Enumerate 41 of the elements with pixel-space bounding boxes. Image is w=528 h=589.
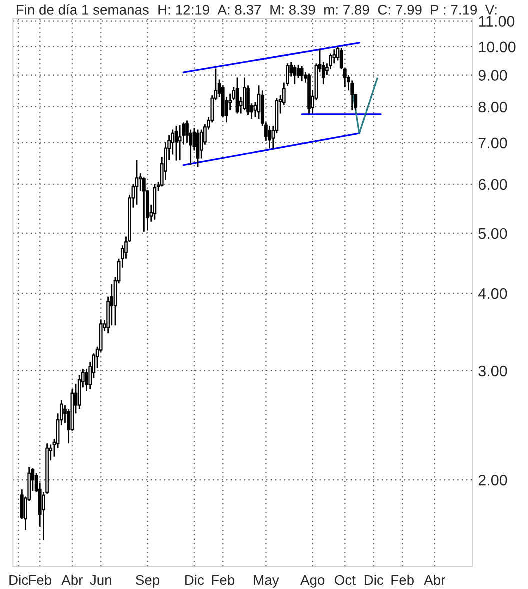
- x-tick-label: Dic: [186, 574, 204, 586]
- text: M: 8.39: [270, 5, 316, 15]
- candlestick: [268, 125, 272, 150]
- y-tick-label: 5.00: [478, 228, 508, 240]
- text: C: 7.99: [378, 5, 422, 15]
- text: m: 7.89: [324, 5, 370, 15]
- candlestick: [300, 66, 304, 82]
- x-tick-label: Feb: [212, 574, 235, 586]
- x-tick-label: Dic: [10, 574, 28, 586]
- x-tick-label: Feb: [392, 574, 414, 586]
- candlestick: [174, 125, 178, 162]
- x-tick-label: Dic: [364, 574, 384, 586]
- text: P : 7.19: [431, 5, 478, 15]
- text: V:: [485, 5, 497, 15]
- candlestick: [178, 124, 182, 162]
- x-tick-label: Abr: [62, 574, 83, 586]
- x-tick-label: Sep: [136, 575, 160, 588]
- text: A: 8.37: [218, 5, 262, 15]
- candlestick: [142, 177, 146, 233]
- x-tick-label: Oct: [335, 575, 356, 586]
- y-tick-label: 2.00: [478, 474, 508, 486]
- candlestick: [135, 160, 139, 206]
- y-tick-label: 3.00: [478, 366, 508, 377]
- y-tick-label: 4.00: [478, 288, 508, 300]
- candlestick: [85, 368, 88, 392]
- y-tick-label: 7.00: [478, 138, 508, 149]
- x-tick-label: Ago: [300, 575, 325, 588]
- y-tick-label: 9.00: [478, 70, 508, 81]
- y-tick-label: 8.00: [478, 102, 508, 113]
- y-tick-label: 11.00: [479, 16, 515, 27]
- x-tick-label: May: [254, 575, 280, 588]
- chart-title: Fin de día 1 semanas: [16, 4, 149, 15]
- y-tick-label: 10.00: [479, 42, 516, 53]
- candlestick: [236, 76, 240, 114]
- text: H: 12:19: [158, 5, 210, 15]
- x-tick-label: Jun: [90, 575, 112, 586]
- candlestick: [243, 76, 246, 112]
- x-tick-label: Abr: [424, 574, 446, 586]
- candlestick: [293, 64, 297, 86]
- y-tick-label: 6.00: [478, 179, 508, 190]
- x-tick-label: Feb: [29, 574, 52, 586]
